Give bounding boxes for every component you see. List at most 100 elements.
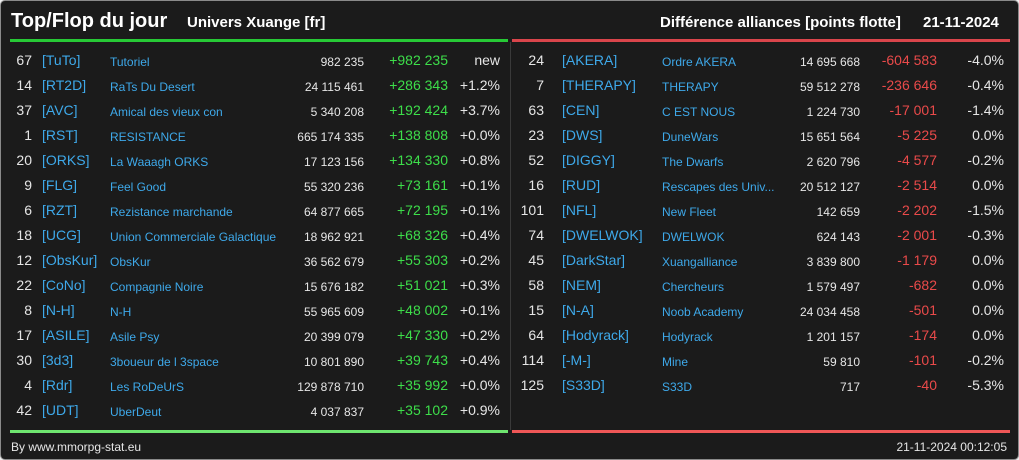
alliance-tag-link[interactable]: [N-H] [42,302,75,318]
alliance-tag-link[interactable]: [UCG] [42,227,81,243]
alliance-name-link[interactable]: Les RoDeUrS [110,380,185,394]
alliance-rank: 14 [16,77,32,93]
alliance-percent-change: +0.1% [459,177,500,193]
alliance-tag-link[interactable]: [N-A] [562,302,594,318]
alliance-points: 55 320 236 [303,180,364,194]
alliance-name-link[interactable]: DWELWOK [662,230,725,244]
alliance-points: 10 801 890 [303,355,364,369]
alliance-name-link[interactable]: Union Commerciale Galactique [110,230,277,244]
alliance-name-link[interactable]: Feel Good [110,180,167,194]
alliance-name-link[interactable]: Chercheurs [662,280,725,294]
top-panel-bottom-line [10,430,508,433]
alliance-percent-change: -0.3% [967,227,1004,243]
alliance-name-link[interactable]: Mine [662,355,689,369]
alliance-name-link[interactable]: DuneWars [662,130,719,144]
alliance-name-link[interactable]: The Dwarfs [662,155,724,169]
alliance-percent-change: +0.8% [459,152,500,168]
alliance-name-link[interactable]: Amical des vieux con [110,105,223,119]
alliance-row: 42 [UDT] UberDeut 4 037 837 +35 102 +0.9% [10,399,508,424]
alliance-name-link[interactable]: Xuangalliance [662,255,738,269]
alliance-rank: 9 [24,177,32,193]
alliance-name-link[interactable]: Noob Academy [662,305,744,319]
alliance-name-link[interactable]: N-H [110,305,132,319]
alliance-percent-change: +0.1% [459,202,500,218]
alliance-name-link[interactable]: THERAPY [662,80,719,94]
alliance-rank: 7 [536,77,544,93]
alliance-percent-change: -0.2% [967,352,1004,368]
top-losers-list: 24 [AKERA] Ordre AKERA 14 695 668 -604 583 -4… [512,49,1010,399]
alliance-points: 15 676 182 [303,280,364,294]
alliance-tag-link[interactable]: [3d3] [42,352,74,368]
alliance-tag-link[interactable]: [S33D] [562,377,605,393]
alliance-points: 36 562 679 [303,255,364,269]
alliance-tag-link[interactable]: [Hodyrack] [562,327,629,343]
alliance-name-link[interactable]: New Fleet [662,205,717,219]
alliance-delta: +982 235 [389,52,448,68]
alliance-tag-link[interactable]: [TuTo] [42,52,81,68]
alliance-name-link[interactable]: ObsKur [110,255,151,269]
alliance-percent-change: -4.0% [967,52,1004,68]
alliance-delta: +55 303 [397,252,448,268]
alliance-row: 6 [RZT] Rezistance marchande 64 877 665 +72 … [10,199,508,224]
alliance-rank: 58 [528,277,544,293]
alliance-tag-link[interactable]: [ORKS] [42,152,90,168]
source-link[interactable]: By www.mmorpg-stat.eu [11,440,142,454]
alliance-rank: 45 [528,252,544,268]
alliance-tag-link[interactable]: [RZT] [42,202,77,218]
flop-panel-bottom-line [512,430,1010,433]
alliance-percent-change: 0.0% [972,252,1004,268]
alliance-tag-link[interactable]: [NEM] [562,277,601,293]
alliance-tag-link[interactable]: [DWELWOK] [562,227,643,243]
alliance-row: 8 [N-H] N-H 55 965 609 +48 002 +0.1% [10,299,508,324]
alliance-tag-link[interactable]: [DWS] [562,127,603,143]
alliance-tag-link[interactable]: [DarkStar] [562,252,626,268]
alliance-tag-link[interactable]: [NFL] [562,202,597,218]
alliance-row: 7 [THERAPY] THERAPY 59 512 278 -236 646 -0.4% [512,74,1010,99]
alliance-name-link[interactable]: Rezistance marchande [110,205,233,219]
alliance-rank: 63 [528,102,544,118]
alliance-rank: 12 [16,252,32,268]
alliance-tag-link[interactable]: [Rdr] [42,377,73,393]
alliance-rank: 6 [24,202,32,218]
alliance-tag-link[interactable]: [UDT] [42,402,79,418]
alliance-tag-link[interactable]: [AVC] [42,102,78,118]
alliance-points: 59 512 278 [799,80,860,94]
alliance-name-link[interactable]: 3boueur de l 3space [110,355,219,369]
alliance-delta: +286 343 [389,77,448,93]
alliance-rank: 42 [16,402,32,418]
alliance-name-link[interactable]: La Waaagh ORKS [110,155,209,169]
alliance-tag-link[interactable]: [-M-] [562,352,591,368]
alliance-delta: -682 [908,277,937,293]
alliance-tag-link[interactable]: [ObsKur] [42,252,98,268]
alliance-percent-change: +0.3% [459,277,500,293]
alliance-tag-link[interactable]: [RUD] [562,177,601,193]
alliance-tag-link[interactable]: [DIGGY] [562,152,615,168]
top-gainers-list: 67 [TuTo] Tutoriel 982 235 +982 235 new 14 [RT2… [10,49,508,424]
alliance-row: 9 [FLG] Feel Good 55 320 236 +73 161 +0.1% [10,174,508,199]
alliance-name-link[interactable]: Rescapes des Univ... [662,180,775,194]
alliance-name-link[interactable]: Asile Psy [110,330,160,344]
alliance-tag-link[interactable]: [AKERA] [562,52,618,68]
alliance-tag-link[interactable]: [RT2D] [42,77,87,93]
alliance-name-link[interactable]: Tutoriel [110,55,150,69]
alliance-name-link[interactable]: C EST NOUS [662,105,736,119]
alliance-tag-link[interactable]: [CoNo] [42,277,86,293]
alliance-name-link[interactable]: RaTs Du Desert [110,80,195,94]
alliance-percent-change: +1.2% [459,77,500,93]
alliance-row: 14 [RT2D] RaTs Du Desert 24 115 461 +286 343… [10,74,508,99]
alliance-name-link[interactable]: UberDeut [110,405,162,419]
alliance-tag-link[interactable]: [CEN] [562,102,600,118]
alliance-name-link[interactable]: Compagnie Noire [110,280,204,294]
alliance-name-link[interactable]: RESISTANCE [110,130,186,144]
alliance-tag-link[interactable]: [RST] [42,127,78,143]
alliance-tag-link[interactable]: [THERAPY] [562,77,636,93]
alliance-name-link[interactable]: Hodyrack [662,330,713,344]
alliance-tag-link[interactable]: [ASILE] [42,327,90,343]
alliance-delta: +39 743 [397,352,448,368]
alliance-name-link[interactable]: S33D [662,380,693,394]
alliance-percent-change: 0.0% [972,302,1004,318]
alliance-percent-change: -1.4% [967,102,1004,118]
alliance-tag-link[interactable]: [FLG] [42,177,78,193]
alliance-name-link[interactable]: Ordre AKERA [662,55,737,69]
alliance-percent-change: 0.0% [972,277,1004,293]
